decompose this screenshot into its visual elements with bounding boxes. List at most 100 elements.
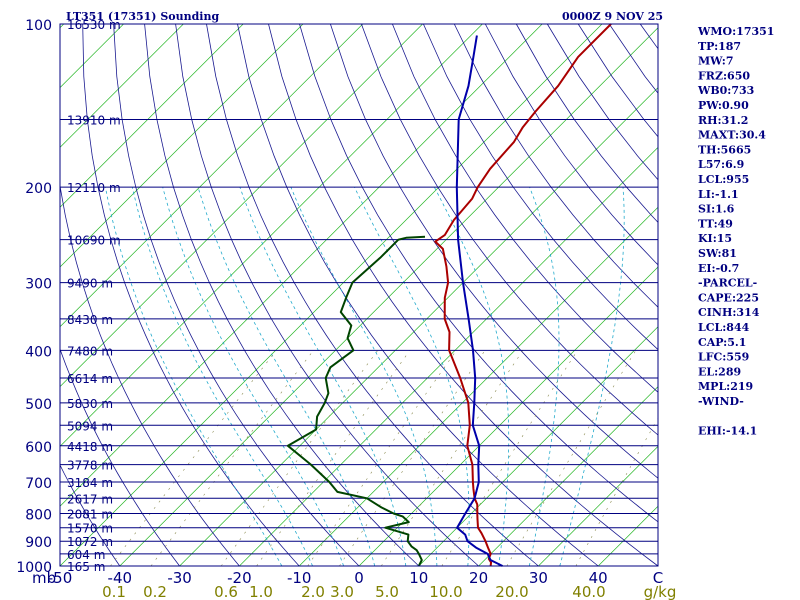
index-entry: CINH:314	[698, 306, 760, 319]
index-entry: TT:49	[698, 217, 733, 230]
temperature-tick-label: -10	[287, 569, 312, 587]
pressure-label: 200	[25, 181, 52, 197]
index-entry: MW:7	[698, 55, 734, 68]
index-entry: LCL:844	[698, 321, 750, 334]
isotherm-line	[298, 206, 659, 567]
pressure-label: 800	[25, 507, 52, 523]
index-entry: CAPE:225	[698, 291, 759, 304]
index-entry: LFC:559	[698, 351, 749, 364]
height-label: 1570 m	[67, 522, 113, 536]
dewpoint-trace	[286, 235, 426, 567]
isobars	[60, 23, 658, 567]
dry-adiabat-line	[59, 185, 240, 567]
index-entry: LI:-1.1	[698, 188, 739, 201]
pressure-label: 100	[25, 18, 52, 34]
dry-adiabat-line	[299, 23, 659, 523]
dry-adiabat-line	[361, 23, 659, 436]
sounding-traces	[286, 23, 612, 567]
chart-title: LT351 (17351) Sounding	[66, 10, 219, 23]
dry-adiabat-line	[515, 23, 659, 223]
isotherm-line	[478, 386, 659, 567]
temperature-trace	[434, 23, 612, 567]
mixing-ratio-unit-label: g/kg	[644, 583, 677, 600]
index-entry: MAXT:30.4	[698, 129, 766, 142]
mixing-ratio-tick-label: 10.0	[429, 583, 462, 600]
x-end-label: C	[653, 569, 663, 587]
index-entry: SI:1.6	[698, 203, 735, 216]
height-label: 2081 m	[67, 507, 113, 521]
isotherm-line	[59, 23, 364, 328]
pressure-label: 500	[25, 397, 52, 413]
isotherm-line	[59, 23, 124, 88]
mixing-ratio-tick-label: 0.2	[143, 583, 167, 600]
height-label: 5830 m	[67, 397, 113, 411]
index-entry: WMO:17351	[697, 25, 774, 38]
height-label: 7480 m	[67, 344, 113, 358]
height-label: 8430 m	[67, 313, 113, 327]
mixing-ratio-tick-label: 1.0	[249, 583, 273, 600]
mixing-ratio-tick-label: 0.1	[102, 583, 126, 600]
isotherm-line	[538, 446, 659, 567]
mixing-ratio-tick-label: 5.0	[375, 583, 399, 600]
dry-adiabat-line	[639, 23, 659, 49]
height-label: 165 m	[67, 560, 105, 574]
index-entry: KI:15	[698, 232, 732, 245]
height-label: 10690 m	[67, 234, 121, 248]
temperature-tick-label: 10	[409, 569, 428, 587]
temperature-tick-label: 20	[469, 569, 488, 587]
mixing-ratio-tick-label: 2.0	[301, 583, 325, 600]
dry-adiabat-line	[453, 23, 659, 308]
index-entry: -PARCEL-	[698, 277, 757, 290]
height-label: 2617 m	[67, 492, 113, 506]
moist-adiabat-line	[239, 187, 407, 567]
height-label: 3184 m	[67, 476, 113, 490]
pressure-label: 1000	[16, 560, 52, 576]
isotherm-line	[597, 505, 659, 567]
temperature-tick-label: 0	[354, 569, 364, 587]
height-label: 5094 m	[67, 419, 113, 433]
temperature-tick-label: 30	[529, 569, 548, 587]
moist-adiabat-line	[197, 187, 376, 567]
axis-labels: 16530 m 13910 m 12110 m 10690 m 9490 m 8430 m…	[16, 18, 676, 600]
temperature-tick-label: 40	[589, 569, 608, 587]
temperature-tick-label: -20	[227, 569, 252, 587]
pressure-label: 700	[25, 476, 52, 492]
isotherm-line	[59, 23, 603, 567]
dry-adiabat-line	[577, 23, 659, 137]
index-entry: EI:-0.7	[698, 262, 739, 275]
plot-frame	[59, 23, 659, 567]
height-label: 12110 m	[67, 181, 121, 195]
mixing-ratio-tick-label: 20.0	[495, 583, 528, 600]
temperature-tick-label: -40	[108, 569, 133, 587]
temperature-tick-label: -30	[167, 569, 192, 587]
index-entry: TP:187	[698, 40, 741, 53]
mixing-ratio-tick-label: 3.0	[330, 583, 354, 600]
temperature-tick-label: -50	[48, 569, 73, 587]
height-label: 3778 m	[67, 459, 113, 473]
dry-adiabat-line	[59, 349, 180, 567]
index-entry: FRZ:650	[698, 69, 750, 82]
index-entry: RH:31.2	[698, 114, 748, 127]
height-label: 9490 m	[67, 277, 113, 291]
index-entry: TH:5665	[698, 143, 751, 156]
height-label: 16530 m	[67, 18, 121, 32]
index-entry: EL:289	[698, 365, 741, 378]
isotherm-line	[59, 23, 483, 447]
moist-adiabat-line	[559, 187, 625, 567]
pressure-label: 400	[25, 344, 52, 360]
isotherm-line	[59, 23, 423, 387]
index-entry: MPL:219	[698, 380, 753, 393]
height-label: 6614 m	[67, 372, 113, 386]
pressure-label: 900	[25, 535, 52, 551]
isotherm-line	[59, 23, 184, 148]
mixing-ratio-tick-label: 40.0	[572, 583, 605, 600]
height-label: 604 m	[67, 548, 105, 562]
index-entry: SW:81	[698, 247, 737, 260]
index-entry: CAP:5.1	[698, 336, 746, 349]
pressure-label: 300	[25, 277, 52, 293]
mixing-ratio-line	[575, 418, 659, 567]
isotherm-line	[239, 147, 659, 567]
